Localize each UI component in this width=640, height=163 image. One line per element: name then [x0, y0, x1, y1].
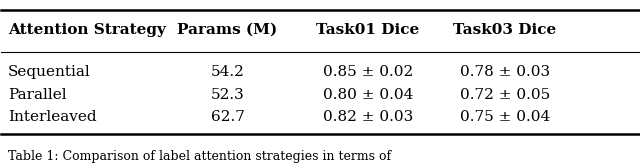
Text: Params (M): Params (M): [177, 23, 278, 37]
Text: 52.3: 52.3: [211, 88, 244, 102]
Text: 0.72 ± 0.05: 0.72 ± 0.05: [460, 88, 550, 102]
Text: Interleaved: Interleaved: [8, 110, 97, 124]
Text: Attention Strategy: Attention Strategy: [8, 23, 166, 37]
Text: 54.2: 54.2: [211, 65, 244, 79]
Text: 0.78 ± 0.03: 0.78 ± 0.03: [460, 65, 550, 79]
Text: 0.85 ± 0.02: 0.85 ± 0.02: [323, 65, 413, 79]
Text: 62.7: 62.7: [211, 110, 244, 124]
Text: 0.80 ± 0.04: 0.80 ± 0.04: [323, 88, 413, 102]
Text: Parallel: Parallel: [8, 88, 67, 102]
Text: Sequential: Sequential: [8, 65, 90, 79]
Text: Task01 Dice: Task01 Dice: [316, 23, 419, 37]
Text: Table 1: Comparison of label attention strategies in terms of: Table 1: Comparison of label attention s…: [8, 150, 391, 163]
Text: 0.82 ± 0.03: 0.82 ± 0.03: [323, 110, 413, 124]
Text: 0.75 ± 0.04: 0.75 ± 0.04: [460, 110, 550, 124]
Text: Task03 Dice: Task03 Dice: [453, 23, 556, 37]
